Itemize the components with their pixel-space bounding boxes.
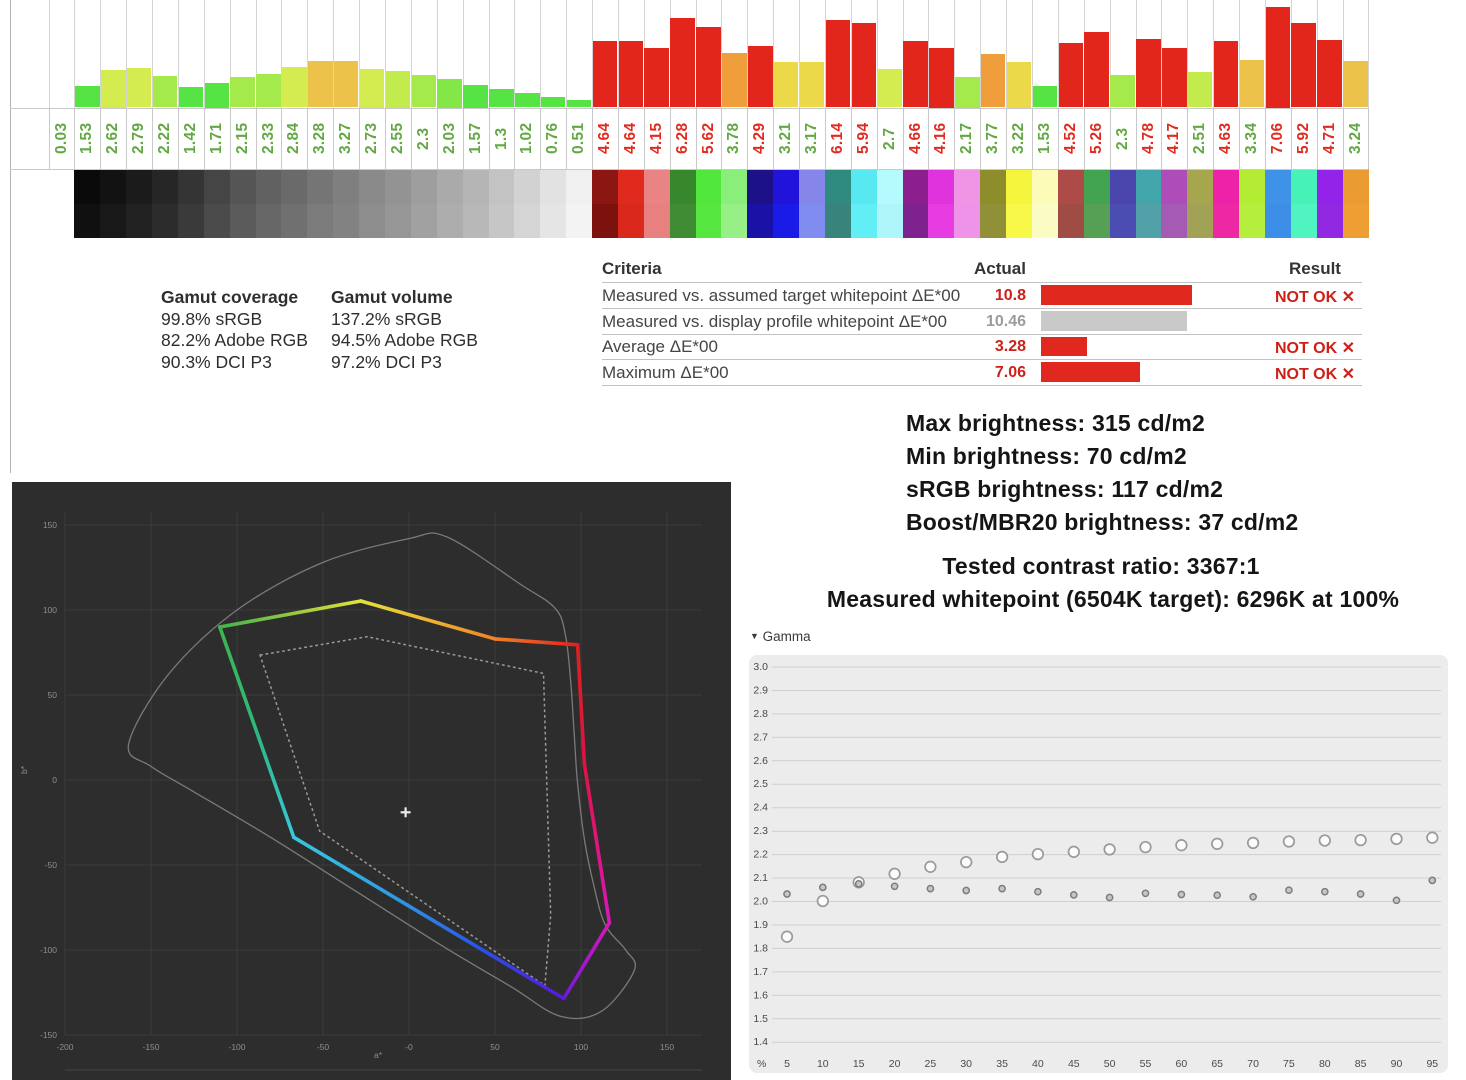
svg-text:2.0: 2.0 [753,896,768,908]
svg-text:45: 45 [1068,1058,1080,1070]
svg-text:20: 20 [889,1058,901,1070]
svg-text:1.6: 1.6 [753,989,768,1001]
svg-text:40: 40 [1032,1058,1044,1070]
svg-text:30: 30 [960,1058,972,1070]
svg-text:100: 100 [574,1042,588,1052]
svg-text:-200: -200 [56,1042,73,1052]
svg-text:50: 50 [1104,1058,1116,1070]
svg-text:2.6: 2.6 [753,755,768,767]
svg-text:100: 100 [43,605,57,615]
svg-text:-100: -100 [228,1042,245,1052]
svg-text:-100: -100 [40,945,57,955]
svg-text:5: 5 [784,1058,790,1070]
svg-text:75: 75 [1283,1058,1295,1070]
svg-text:2.3: 2.3 [753,825,768,837]
svg-text:150: 150 [43,520,57,530]
svg-text:25: 25 [925,1058,937,1070]
svg-text:1.4: 1.4 [753,1036,768,1048]
svg-text:1.8: 1.8 [753,942,768,954]
svg-text:2.5: 2.5 [753,778,768,790]
svg-text:2.9: 2.9 [753,685,768,697]
svg-text:2.2: 2.2 [753,849,768,861]
svg-text:50: 50 [490,1042,500,1052]
svg-text:-50: -50 [45,860,58,870]
svg-text:-150: -150 [40,1030,57,1040]
svg-text:70: 70 [1247,1058,1259,1070]
svg-text:90: 90 [1391,1058,1403,1070]
svg-text:95: 95 [1426,1058,1438,1070]
svg-text:50: 50 [48,690,58,700]
svg-text:2.4: 2.4 [753,802,768,814]
svg-text:1.7: 1.7 [753,966,768,978]
svg-text:15: 15 [853,1058,865,1070]
svg-text:2.8: 2.8 [753,708,768,720]
svg-text:10: 10 [817,1058,829,1070]
svg-text:2.7: 2.7 [753,731,768,743]
svg-text:35: 35 [996,1058,1008,1070]
svg-text:0: 0 [52,775,57,785]
svg-text:3.0: 3.0 [753,661,768,673]
svg-text:-0: -0 [405,1042,413,1052]
svg-text:-150: -150 [142,1042,159,1052]
svg-text:60: 60 [1176,1058,1188,1070]
svg-text:-50: -50 [317,1042,330,1052]
svg-text:%: % [757,1058,766,1070]
svg-text:150: 150 [660,1042,674,1052]
svg-text:55: 55 [1140,1058,1152,1070]
svg-text:65: 65 [1211,1058,1223,1070]
svg-text:1.9: 1.9 [753,919,768,931]
svg-text:2.1: 2.1 [753,872,768,884]
svg-text:b*: b* [19,765,29,774]
svg-text:85: 85 [1355,1058,1367,1070]
svg-text:a*: a* [374,1050,383,1060]
svg-text:80: 80 [1319,1058,1331,1070]
svg-text:1.5: 1.5 [753,1013,768,1025]
